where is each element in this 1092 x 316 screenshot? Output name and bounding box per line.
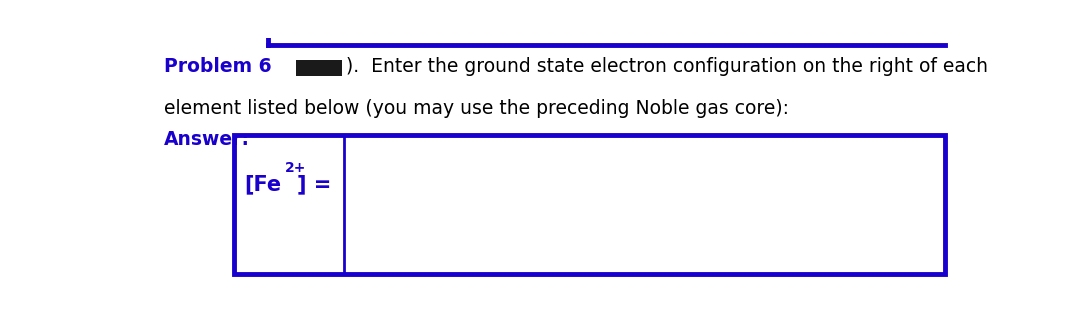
Text: [Fe: [Fe — [244, 174, 281, 194]
Text: Problem 6: Problem 6 — [164, 58, 271, 76]
Text: ] =: ] = — [297, 174, 332, 194]
Bar — [296, 60, 342, 76]
Text: ).  Enter the ground state electron configuration on the right of each: ). Enter the ground state electron confi… — [346, 58, 988, 76]
Bar — [234, 135, 945, 274]
Text: Answer:: Answer: — [164, 131, 250, 149]
Text: 2+: 2+ — [285, 161, 306, 175]
Text: element listed below (you may use the preceding Noble gas core):: element listed below (you may use the pr… — [164, 99, 788, 118]
